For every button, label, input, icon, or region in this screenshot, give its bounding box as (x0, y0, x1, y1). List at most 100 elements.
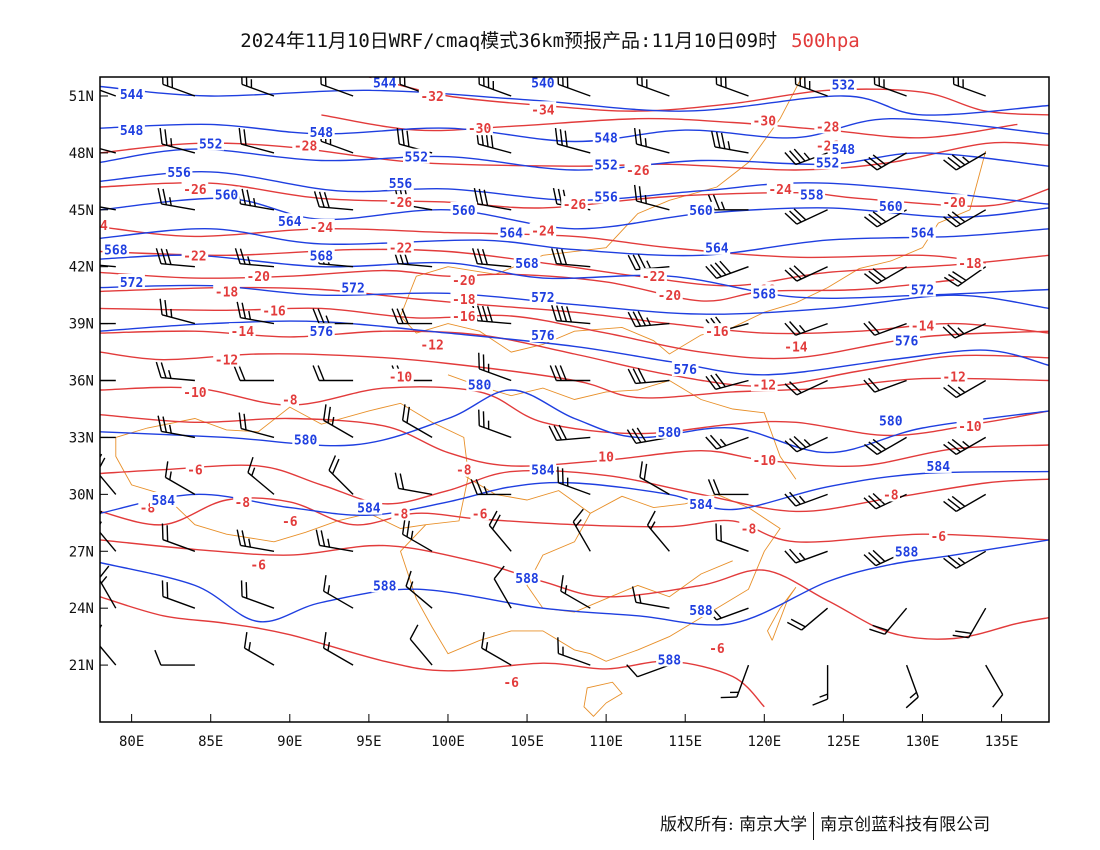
temperature-isotherm (100, 286, 1049, 335)
contour-label: -26 (563, 198, 587, 213)
wind-barb (560, 575, 591, 609)
copyright-label: 版权所有: (660, 815, 734, 835)
wind-barb (943, 436, 987, 456)
contour-label-bg (940, 368, 968, 384)
x-axis: 80E 85E 90E 95E 100E 105E 110E 115E 120E 125E 130E… (119, 714, 1018, 750)
copyright-footer: 版权所有: 南京大学 南京创蓝科技有限公司 (660, 810, 990, 840)
contour-label: 588 (373, 579, 397, 594)
contour-label-bg (940, 194, 968, 210)
x-tick-label: 80E (119, 734, 144, 750)
temperature-isotherm (368, 77, 1049, 116)
wind-barb (409, 624, 433, 666)
y-tick-label: 30N (69, 487, 94, 503)
temperature-isotherm (100, 330, 1049, 387)
wind-barb (705, 260, 749, 279)
wind-barb (794, 77, 828, 97)
contour-label: 572 (911, 284, 934, 299)
contour-label: -20 (452, 274, 476, 289)
contour-label-bg (929, 528, 948, 544)
contour-label-bg (213, 186, 240, 202)
wind-barb (557, 77, 591, 97)
wind-barb (247, 456, 275, 495)
wind-barb (100, 510, 117, 552)
contour-label-bg (956, 254, 984, 270)
x-tick-label: 110E (589, 734, 623, 750)
wind-barb (707, 479, 749, 496)
wind-barb (161, 523, 196, 552)
wind-barb (952, 77, 986, 97)
wind-barb (471, 304, 512, 325)
height-contour (100, 254, 1049, 299)
contour-label-bg (391, 505, 410, 521)
contour-label: -34 (531, 103, 555, 118)
contour-label: 576 (673, 363, 697, 378)
contour-label: -8 (883, 488, 899, 503)
wind-barb (100, 263, 116, 268)
contour-label-bg (529, 461, 557, 477)
contour-label: 544 (373, 77, 397, 92)
contour-label-bg (308, 247, 335, 263)
plot-frame (99, 76, 1050, 723)
wind-barb (943, 379, 987, 399)
contour-label: 556 (167, 166, 191, 181)
wind-barb (863, 321, 907, 336)
contour-label: -8 (456, 464, 472, 479)
contour-label: 580 (658, 426, 682, 441)
contour-label: 584 (689, 498, 713, 513)
height-contour (100, 117, 1049, 143)
contour-label-bg (656, 287, 683, 303)
contour-label-bg (529, 222, 557, 238)
wind-barb (633, 127, 670, 154)
contour-label-bg (925, 457, 952, 473)
contour-label: -6 (709, 642, 725, 657)
contour-label-bg (387, 368, 414, 384)
contour-labels: -32-34-30-30 -28-28-26-26-26-26 -26-24-202… (100, 77, 984, 691)
contour-label-bg (739, 520, 758, 536)
contour-label-bg (502, 674, 521, 690)
wind-barb (100, 453, 117, 495)
x-tick-label: 90E (277, 734, 302, 750)
contour-label: 576 (531, 329, 555, 344)
contour-label: 572 (341, 282, 364, 297)
wind-barb (240, 580, 275, 609)
wind-barb (784, 435, 828, 453)
temperature-isotherm (100, 539, 1049, 640)
wind-barb (639, 461, 670, 496)
contour-label-bg (529, 327, 557, 342)
contour-label-bg (308, 323, 335, 339)
contour-label-bg (814, 154, 841, 170)
contour-label: -30 (753, 115, 777, 130)
contour-label: -14 (231, 325, 255, 340)
wind-barb (784, 208, 828, 225)
wind-barb (478, 409, 512, 439)
wind-barb (631, 586, 670, 609)
contour-label-bg (339, 279, 367, 295)
wind-barb (100, 203, 116, 211)
wind-barb (394, 472, 433, 496)
contour-label: 548 (594, 132, 618, 147)
contour-label-bg (387, 239, 414, 255)
temperature-isotherm (100, 182, 1049, 209)
contour-label-bg (909, 281, 936, 297)
wind-barb (470, 479, 512, 496)
contour-label: 588 (689, 604, 713, 619)
boundary-line (399, 475, 781, 662)
y-tick-label: 51N (69, 89, 94, 105)
contour-label: -14 (784, 340, 808, 355)
wind-barb (100, 322, 116, 325)
wind-barb (243, 632, 275, 666)
wind-barb (812, 665, 829, 706)
contour-label-bg (355, 499, 383, 515)
contour-label: -32 (420, 90, 443, 105)
wind-barb (627, 310, 670, 328)
wind-barb (100, 83, 117, 97)
height-contour (100, 228, 1049, 257)
contour-label-bg (181, 383, 209, 399)
wind-barb (705, 373, 749, 390)
wind-barb (405, 570, 433, 609)
contour-label-bg (308, 124, 335, 139)
height-contour (100, 85, 1049, 116)
y-tick-label: 24N (69, 601, 94, 617)
wind-barb (985, 664, 1004, 708)
